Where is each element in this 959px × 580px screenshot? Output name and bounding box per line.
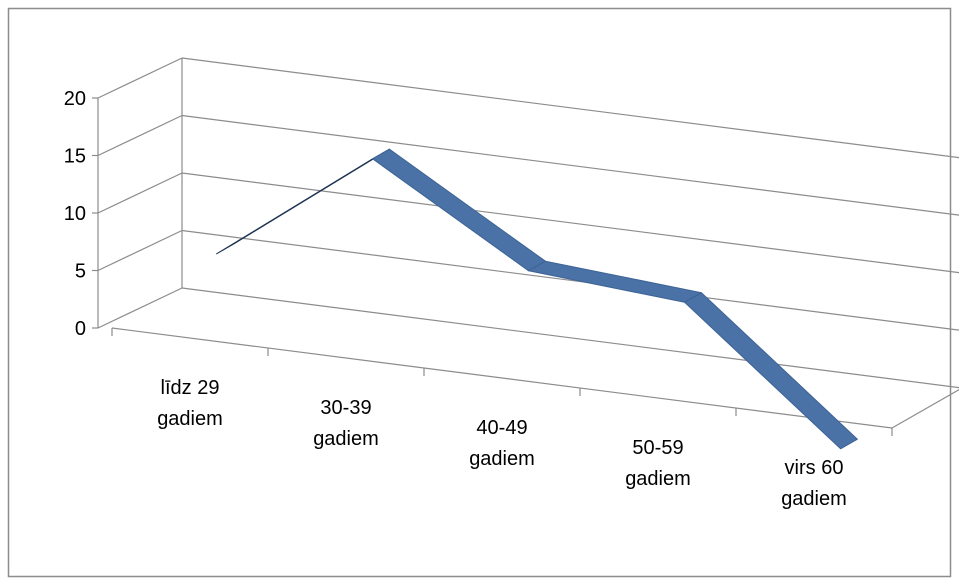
gridlines — [92, 57, 959, 389]
gridline — [92, 172, 959, 274]
floor-right-edge — [891, 389, 959, 429]
gridline — [92, 229, 959, 331]
y-tick-label: 15 — [64, 146, 86, 168]
x-tick-label: 30-39 gadiem — [313, 397, 379, 450]
x-tick-label: 50-59 gadiem — [625, 437, 691, 490]
x-tick-label: 40-49 gadiem — [469, 417, 535, 470]
data-series-ribbon — [216, 148, 858, 450]
ribbon-segment — [684, 292, 858, 450]
y-axis-tick-labels: 0 5 10 15 20 — [64, 88, 86, 340]
chart-border — [7, 7, 952, 578]
y-tick-label: 5 — [75, 261, 86, 283]
x-tick-label: līdz 29 gadiem — [157, 377, 223, 430]
x-axis-line — [111, 327, 893, 429]
y-tick-label: 10 — [64, 203, 86, 225]
x-tick-label: virs 60 gadiem — [781, 457, 847, 510]
y-tick-label: 0 — [75, 318, 86, 340]
gridline — [92, 114, 959, 216]
gridline — [92, 57, 959, 159]
gridline — [92, 287, 959, 389]
y-tick-label: 20 — [64, 88, 86, 110]
x-axis-tick-labels: līdz 29 gadiem 30-39 gadiem 40-49 gadiem 50-59… — [157, 377, 847, 510]
axes — [97, 58, 959, 436]
